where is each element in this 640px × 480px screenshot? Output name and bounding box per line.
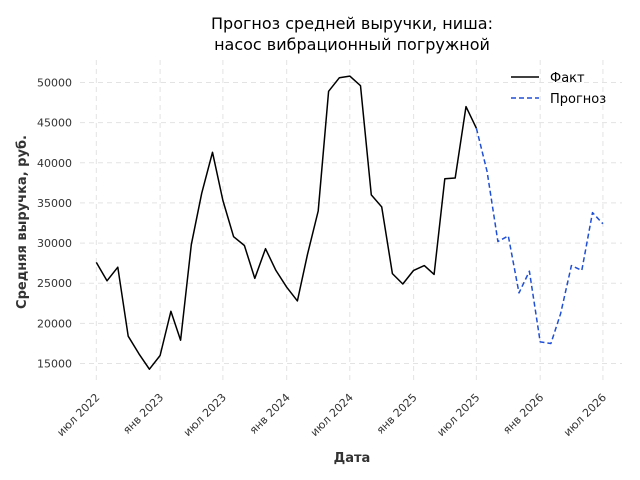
fact-data-point <box>232 235 236 239</box>
fact-data-point <box>359 84 363 88</box>
fact-data-point <box>264 247 268 251</box>
fact-data-point <box>116 265 120 269</box>
fact-data-point <box>221 199 225 203</box>
fact-data-point <box>137 352 141 356</box>
series-line-forecast <box>475 128 604 345</box>
x-tick-label: июл 2023 <box>181 391 229 439</box>
chart-title-line-2: насос вибрационный погружной <box>214 35 490 54</box>
y-axis-ticks: 15000 20000 25000 30000 35000 40000 45000 50000 <box>37 76 72 370</box>
fact-data-point <box>337 76 341 80</box>
y-tick-label: 45000 <box>37 117 72 130</box>
forecast-data-point <box>569 264 573 268</box>
x-tick-label: июл 2024 <box>308 391 356 439</box>
fact-data-point <box>380 205 384 209</box>
fact-data-point <box>158 354 162 358</box>
legend-label-fact: Факт <box>550 71 585 86</box>
x-tick-label: июл 2025 <box>434 391 482 439</box>
fact-data-point <box>390 272 394 276</box>
y-tick-label: 50000 <box>37 76 72 89</box>
y-tick-label: 25000 <box>37 277 72 290</box>
forecast-data-point <box>591 211 595 215</box>
y-axis-label: Средняя выручка, руб. <box>15 135 30 309</box>
fact-data-point <box>210 150 214 154</box>
fact-data-point <box>443 177 447 181</box>
forecast-data-point <box>506 234 510 238</box>
legend: Факт Прогноз <box>511 71 606 107</box>
y-tick-label: 15000 <box>37 358 72 371</box>
y-tick-label: 20000 <box>37 317 72 330</box>
fact-data-point <box>422 264 426 268</box>
fact-data-point <box>327 89 331 93</box>
fact-data-point <box>285 285 289 289</box>
fact-data-point <box>412 268 416 272</box>
series-lines <box>94 74 605 371</box>
forecast-data-point <box>549 341 553 345</box>
fact-data-point <box>242 243 246 247</box>
fact-data-point <box>316 209 320 213</box>
series-line-fact <box>95 75 478 370</box>
fact-data-point <box>126 334 130 338</box>
fact-data-point <box>253 276 257 280</box>
x-tick-label: янв 2025 <box>374 391 420 437</box>
x-tick-label: июл 2026 <box>561 391 609 439</box>
x-tick-label: июл 2022 <box>54 391 102 439</box>
fact-data-point <box>169 309 173 313</box>
forecast-data-point <box>559 312 563 316</box>
forecast-data-point <box>601 222 605 226</box>
fact-data-point <box>432 272 436 276</box>
legend-label-forecast: Прогноз <box>550 92 606 107</box>
forecast-data-point <box>538 340 542 344</box>
grid-lines <box>80 60 622 382</box>
fact-data-point <box>305 252 309 256</box>
fact-data-point <box>295 299 299 303</box>
fact-data-point <box>274 268 278 272</box>
fact-data-point <box>94 260 98 264</box>
fact-data-point <box>147 367 151 371</box>
y-tick-label: 40000 <box>37 157 72 170</box>
forecast-data-point <box>580 268 584 272</box>
fact-data-point <box>179 338 183 342</box>
y-tick-label: 35000 <box>37 197 72 210</box>
forecast-data-point <box>474 126 478 130</box>
forecast-data-point <box>485 170 489 174</box>
forecast-data-point <box>496 239 500 243</box>
forecast-data-point <box>517 291 521 295</box>
x-axis-label: Дата <box>334 451 371 466</box>
y-tick-label: 30000 <box>37 237 72 250</box>
x-tick-label: янв 2024 <box>247 391 293 437</box>
chart-title-line-1: Прогноз средней выручки, ниша: <box>211 14 493 33</box>
forecast-data-point <box>527 269 531 273</box>
fact-data-point <box>464 105 468 109</box>
fact-data-point <box>189 243 193 247</box>
fact-data-point <box>453 176 457 180</box>
x-axis-ticks: июл 2022 янв 2023 июл 2023 янв 2024 июл 2024… <box>54 391 609 439</box>
x-tick-label: янв 2026 <box>500 391 546 437</box>
x-tick-label: янв 2023 <box>120 391 166 437</box>
fact-data-point <box>348 74 352 78</box>
fact-data-point <box>369 193 373 197</box>
fact-data-point <box>105 279 109 283</box>
fact-data-point <box>401 282 405 286</box>
fact-data-point <box>200 191 204 195</box>
